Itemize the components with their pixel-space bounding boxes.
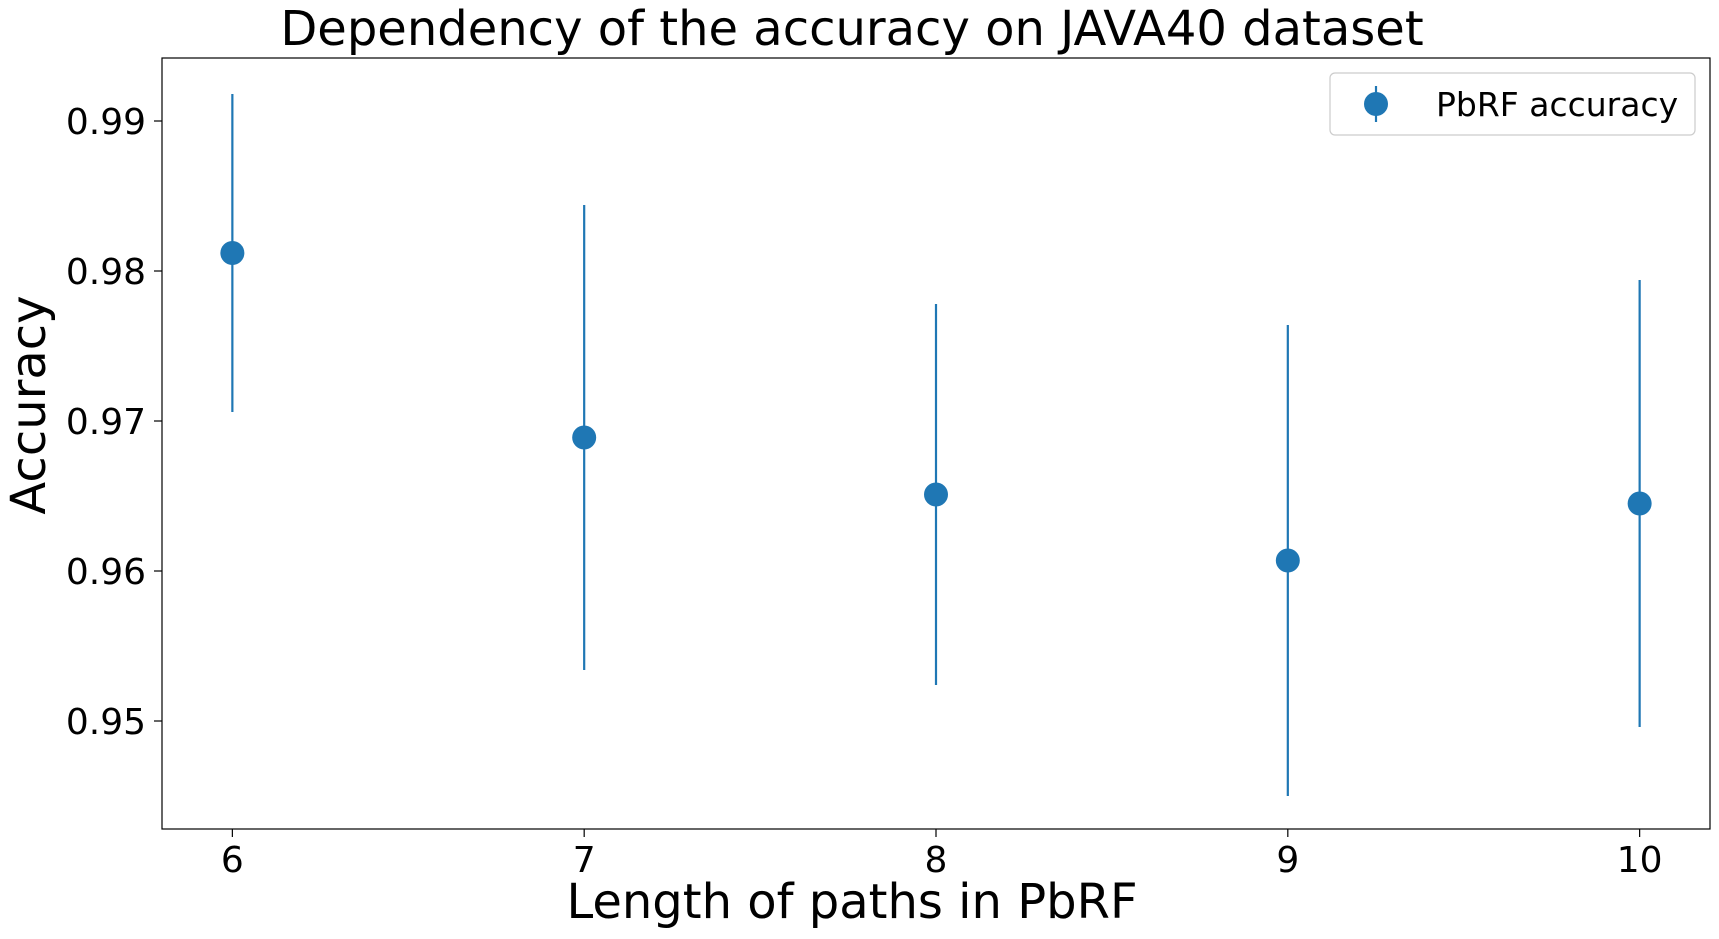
data-point <box>924 482 948 507</box>
plot-area: 6 7 8 9 10 0.95 0.96 0.97 0.98 0.99 PbRF accuracy <box>66 57 1711 881</box>
data-point <box>1275 548 1300 573</box>
y-tick-label: 0.95 <box>66 702 146 743</box>
x-axis-label: Length of paths in PbRF <box>566 874 1137 930</box>
chart-title: Dependency of the accuracy on JAVA40 dat… <box>280 1 1423 57</box>
y-tick-label: 0.98 <box>66 252 146 293</box>
x-tick-label: 6 <box>221 840 244 881</box>
y-tick-label: 0.96 <box>66 552 146 593</box>
data-point <box>1627 491 1652 516</box>
data-point <box>220 241 245 265</box>
data-point <box>572 425 597 450</box>
y-tick-label: 0.97 <box>66 402 146 443</box>
legend-marker <box>1364 92 1388 116</box>
y-axis-label: Accuracy <box>1 295 57 514</box>
legend-box <box>1329 72 1696 136</box>
x-tick-label: 9 <box>1276 840 1299 881</box>
x-tick-label: 8 <box>925 840 948 881</box>
x-tick-label: 7 <box>573 840 596 881</box>
y-tick-label: 0.99 <box>66 102 146 143</box>
x-tick-label: 10 <box>1617 840 1663 881</box>
legend-label: PbRF accuracy <box>1436 85 1678 124</box>
